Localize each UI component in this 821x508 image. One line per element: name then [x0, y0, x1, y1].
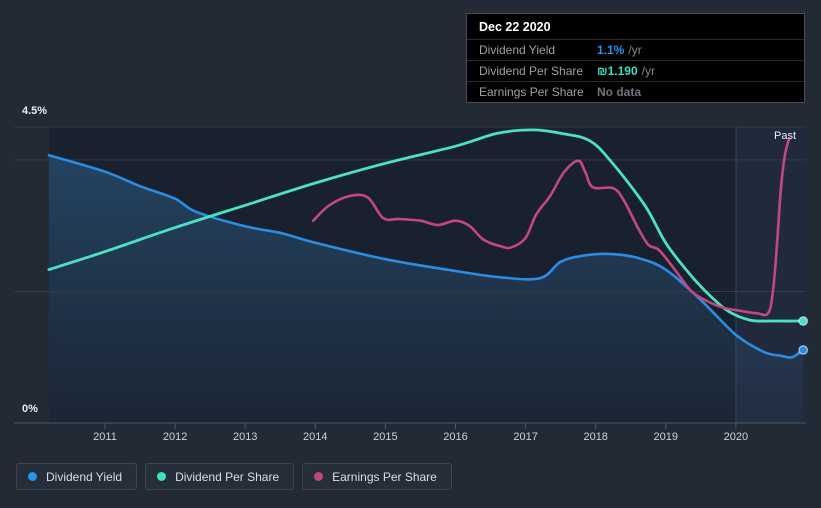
tooltip-date: Dec 22 2020	[479, 20, 551, 34]
x-axis-label: 2014	[303, 431, 327, 443]
past-region-label: Past	[774, 130, 797, 142]
legend-item-dividend-yield[interactable]: Dividend Yield	[16, 463, 138, 490]
earnings-per-share-line	[311, 137, 791, 317]
tooltip-row-suffix: /yr	[641, 64, 655, 78]
tooltip-row-label: Dividend Per Share	[479, 64, 584, 78]
tooltip-row-label: Dividend Yield	[479, 43, 556, 57]
y-axis-zero-label: 0%	[22, 403, 38, 415]
x-axis-label: 2015	[373, 431, 397, 443]
dividend-yield-dot-icon	[28, 472, 37, 481]
dividend-yield-area	[48, 155, 804, 424]
dividend-per-share-dot-icon	[157, 472, 167, 481]
tooltip-row-value: ₪1.190	[597, 64, 638, 78]
tooltip-row-earnings-per-share: Earnings Per Share No data	[467, 81, 804, 102]
x-axis-label: 2016	[443, 431, 467, 443]
earnings-per-share-dot-icon	[314, 472, 324, 481]
tooltip-row-dividend-per-share: Dividend Per Share ₪1.190 /yr	[467, 60, 804, 81]
legend-item-label: Earnings Per Share	[332, 469, 437, 484]
chart-legend: Dividend Yield Dividend Per Share Earnin…	[16, 463, 452, 490]
chart-tooltip: Dec 22 2020 Dividend Yield 1.1% /yr Divi…	[466, 13, 805, 103]
legend-item-label: Dividend Yield	[46, 469, 123, 484]
x-axis-label: 2018	[583, 431, 607, 443]
legend-item-label: Dividend Per Share	[175, 469, 280, 484]
tooltip-row-label: Earnings Per Share	[479, 85, 584, 99]
legend-item-earnings-per-share[interactable]: Earnings Per Share	[302, 463, 452, 490]
x-axis-label: 2011	[93, 431, 117, 443]
legend-item-dividend-per-share[interactable]: Dividend Per Share	[145, 463, 295, 490]
tooltip-row-value: 1.1%	[597, 43, 625, 57]
dividend-per-share-end-dot	[798, 316, 809, 326]
x-axis-label: 2012	[163, 431, 187, 443]
x-axis-label: 2019	[654, 431, 678, 443]
y-axis-max-label: 4.5%	[22, 105, 48, 117]
x-axis-label: 2020	[724, 431, 748, 443]
tooltip-row-value: No data	[597, 85, 642, 99]
dividend-yield-end-dot	[798, 345, 809, 355]
x-axis-label: 2017	[513, 431, 537, 443]
dividend-yield-line	[47, 154, 805, 359]
tooltip-row-suffix: /yr	[628, 43, 642, 57]
tooltip-row-dividend-yield: Dividend Yield 1.1% /yr	[467, 39, 804, 60]
x-axis-label: 2013	[233, 431, 257, 443]
